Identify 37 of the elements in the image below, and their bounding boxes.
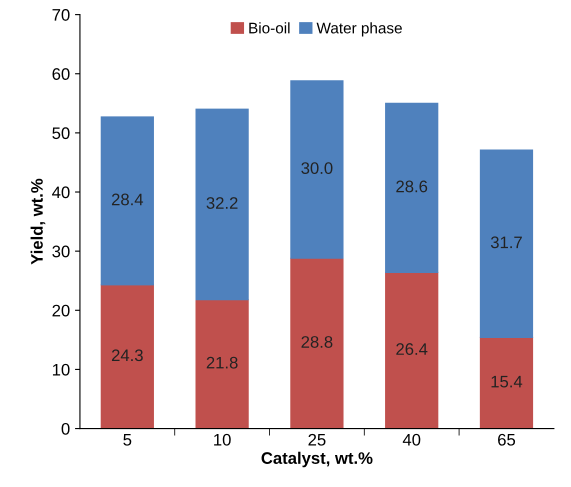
bar bbox=[100, 116, 154, 286]
bar bbox=[480, 336, 534, 429]
x-tick-label: 5 bbox=[123, 434, 132, 446]
bar bbox=[290, 258, 344, 429]
data-label: 21.8 bbox=[206, 356, 238, 369]
bar bbox=[385, 272, 438, 429]
data-label: 28.4 bbox=[112, 194, 144, 206]
legend-label: Bio-oil bbox=[249, 22, 290, 34]
data-label: 26.4 bbox=[396, 343, 428, 355]
y-tick-label: 20 bbox=[52, 304, 70, 316]
legend-label: Water phase bbox=[316, 22, 402, 36]
y-tick-label: 30 bbox=[52, 246, 70, 258]
data-label: 28.8 bbox=[302, 336, 332, 348]
bar bbox=[100, 284, 154, 429]
y-tick-label: 50 bbox=[52, 127, 70, 140]
y-tick-label: 70 bbox=[52, 9, 70, 21]
x-axis-title: Catalyst, wt.% bbox=[262, 452, 373, 468]
data-label: 31.7 bbox=[490, 236, 522, 248]
x-tick-label: 10 bbox=[214, 434, 231, 446]
y-tick-label: 0 bbox=[62, 422, 70, 435]
y-tick-label: 40 bbox=[52, 186, 70, 198]
x-tick-label: 25 bbox=[308, 434, 326, 446]
data-label: 28.6 bbox=[396, 180, 428, 192]
bar bbox=[196, 299, 249, 429]
data-label: 24.3 bbox=[112, 349, 143, 362]
data-label: 30.0 bbox=[301, 162, 332, 174]
data-label: 15.4 bbox=[492, 376, 522, 388]
y-tick-label: 10 bbox=[52, 364, 70, 376]
x-tick-label: 40 bbox=[402, 434, 420, 446]
data-label: 32.2 bbox=[206, 197, 238, 209]
x-tick-label: 65 bbox=[498, 434, 516, 446]
bar bbox=[385, 102, 438, 273]
y-tick-label: 60 bbox=[52, 68, 70, 80]
y-axis-title: Yield, wt.% bbox=[30, 178, 46, 265]
bar bbox=[290, 80, 344, 259]
bar bbox=[196, 108, 249, 300]
bar bbox=[480, 149, 534, 338]
